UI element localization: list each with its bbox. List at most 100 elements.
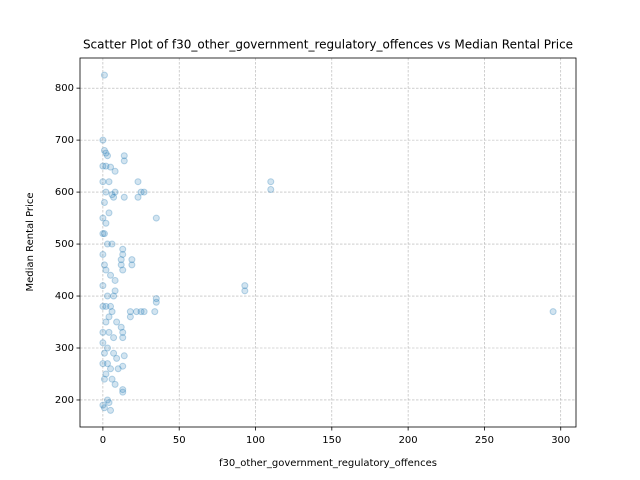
point <box>107 271 115 279</box>
point <box>99 360 107 368</box>
point <box>99 339 107 347</box>
point <box>102 188 110 196</box>
point <box>110 349 118 357</box>
point <box>103 240 111 248</box>
point <box>99 178 107 186</box>
point <box>140 188 148 196</box>
point <box>99 302 107 310</box>
point <box>105 178 113 186</box>
point <box>549 308 557 316</box>
point <box>119 386 127 394</box>
point <box>99 136 107 144</box>
point <box>105 328 113 336</box>
point <box>119 266 127 274</box>
point <box>105 399 113 407</box>
point <box>120 352 128 360</box>
point <box>99 282 107 290</box>
y-axis-label: Median Rental Price <box>25 193 36 292</box>
point <box>137 188 145 196</box>
point <box>126 308 134 316</box>
x-tick-label: 100 <box>246 435 265 446</box>
point <box>267 185 275 193</box>
point <box>100 198 108 206</box>
point <box>126 313 134 321</box>
point <box>102 162 110 170</box>
point <box>119 334 127 342</box>
point <box>111 276 119 284</box>
point <box>102 149 110 157</box>
point <box>107 406 115 414</box>
point <box>99 162 107 170</box>
point <box>110 292 118 300</box>
point <box>99 328 107 336</box>
point <box>113 354 121 362</box>
x-tick-label: 250 <box>475 435 494 446</box>
point <box>107 163 115 171</box>
point <box>99 214 107 222</box>
y-tick-label: 600 <box>55 187 74 198</box>
point <box>152 295 160 303</box>
point <box>119 245 127 253</box>
point <box>119 388 127 396</box>
point <box>99 230 107 238</box>
point <box>102 266 110 274</box>
x-tick-label: 0 <box>100 435 106 446</box>
point <box>108 308 116 316</box>
point <box>102 318 110 326</box>
point <box>100 147 108 155</box>
x-axis-label: f30_other_government_regulatory_offences <box>219 458 437 469</box>
point <box>152 214 160 222</box>
x-tick-label: 300 <box>551 435 570 446</box>
point <box>151 308 159 316</box>
point <box>102 370 110 378</box>
point <box>105 209 113 217</box>
point <box>267 178 275 186</box>
point <box>117 256 125 264</box>
x-tick-label: 150 <box>322 435 341 446</box>
point <box>100 230 108 238</box>
y-tick-label: 800 <box>55 83 74 94</box>
point <box>108 240 116 248</box>
point <box>100 375 108 383</box>
point <box>100 71 108 79</box>
point <box>103 292 111 300</box>
point <box>117 323 125 331</box>
point <box>140 308 148 316</box>
point <box>111 188 119 196</box>
point <box>102 219 110 227</box>
point <box>128 256 136 264</box>
point <box>108 375 116 383</box>
point <box>108 191 116 199</box>
point <box>117 261 125 269</box>
y-tick-label: 700 <box>55 135 74 146</box>
point <box>120 193 128 201</box>
point <box>137 308 145 316</box>
point <box>103 152 111 160</box>
point <box>111 380 119 388</box>
point <box>134 178 142 186</box>
point <box>241 282 249 290</box>
point <box>119 362 127 370</box>
point <box>110 334 118 342</box>
point <box>120 157 128 165</box>
point <box>105 313 113 321</box>
point <box>103 396 111 404</box>
y-tick-label: 400 <box>55 291 74 302</box>
point <box>100 349 108 357</box>
point <box>111 167 119 175</box>
point <box>103 344 111 352</box>
y-tick-label: 300 <box>55 343 74 354</box>
y-tick-label: 200 <box>55 395 74 406</box>
point <box>241 287 249 295</box>
point <box>107 365 115 373</box>
point <box>99 401 107 409</box>
point <box>120 152 128 160</box>
point <box>107 302 115 310</box>
point <box>110 193 118 201</box>
point <box>152 298 160 306</box>
point <box>134 193 142 201</box>
point <box>100 404 108 412</box>
point <box>111 287 119 295</box>
x-tick-label: 50 <box>173 435 186 446</box>
